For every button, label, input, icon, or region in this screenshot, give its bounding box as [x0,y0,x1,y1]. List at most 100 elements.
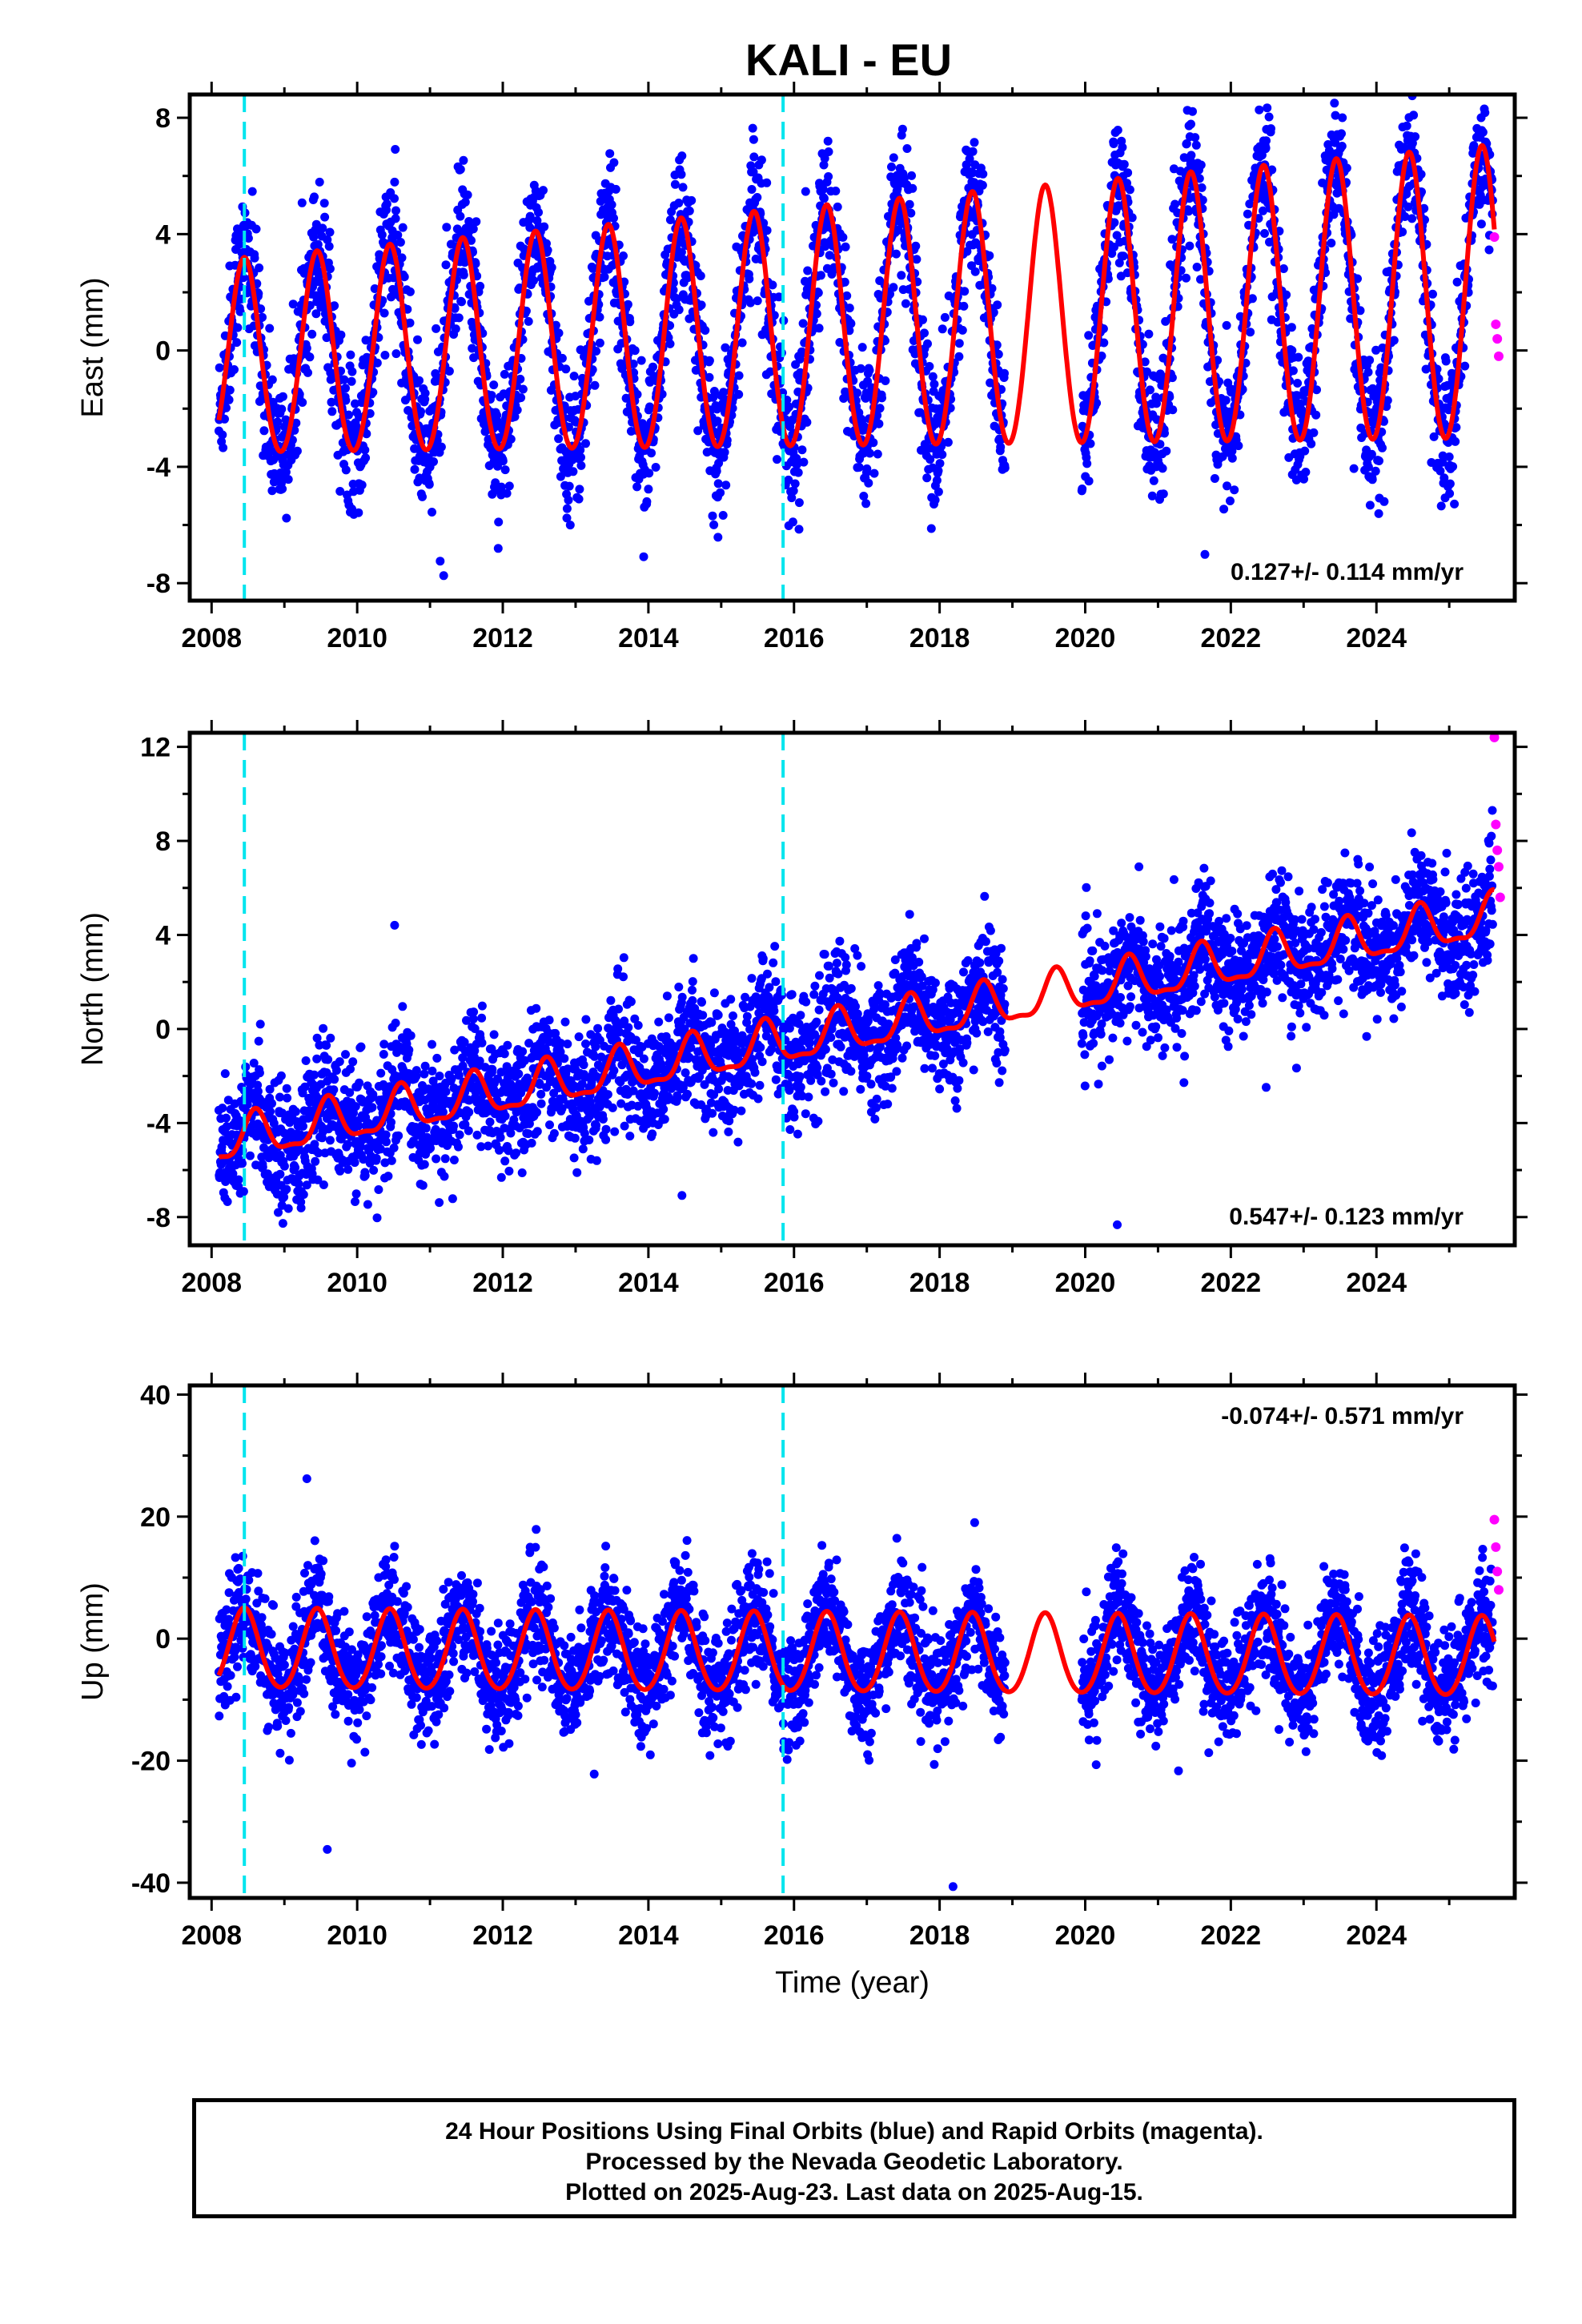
final-orbit-point [440,1172,449,1181]
final-orbit-point [968,168,978,178]
final-orbit-point [762,178,772,187]
final-orbit-point [556,1047,565,1056]
final-orbit-point [1279,264,1288,273]
final-orbit-point [930,380,939,389]
final-orbit-point [1114,258,1124,267]
final-orbit-point [749,167,758,177]
final-orbit-point [794,525,804,534]
final-orbit-point [224,395,234,404]
final-orbit-point [488,1064,497,1074]
final-orbit-point [351,1189,361,1199]
final-orbit-point [705,356,714,365]
plot-frame [187,92,1517,603]
final-orbit-point [291,1107,300,1116]
final-orbit-point [1421,364,1431,374]
final-orbit-point [911,241,921,251]
final-orbit-point [734,371,744,380]
final-orbit-point [564,496,573,505]
final-orbit-point [674,305,684,315]
final-orbit-point [369,1165,379,1175]
final-orbit-point [302,344,311,353]
final-orbit-point [1300,446,1310,456]
x-tick-label: 2010 [327,623,387,653]
final-orbit-point [665,321,675,330]
final-orbit-point [444,367,454,376]
final-orbit-point [343,1140,352,1149]
final-orbit-point [405,318,415,328]
final-orbit-point [391,145,400,154]
final-orbit-point [420,1061,430,1071]
final-orbit-point [1196,275,1205,284]
final-orbit-point [267,1099,276,1108]
final-orbit-point [291,418,301,428]
final-orbit-point [819,160,829,170]
final-orbit-point [1246,328,1255,337]
final-orbit-point [390,920,400,930]
final-orbit-point [305,352,315,362]
final-orbit-point [581,1015,591,1024]
final-orbit-point [273,417,283,427]
final-orbit-point [935,459,945,468]
final-orbit-point [313,1175,323,1184]
final-orbit-point [1288,366,1298,376]
final-orbit-point [1110,243,1118,251]
final-orbit-point [529,275,538,285]
final-orbit-point [1293,379,1303,388]
final-orbit-point [794,498,804,508]
final-orbit-point [1113,126,1122,135]
final-orbit-point [1263,103,1272,113]
final-orbit-point [907,171,917,180]
final-orbit-point [460,197,470,207]
final-orbit-point [842,291,852,300]
final-orbit-point [577,1080,587,1089]
final-orbit-point [255,1019,265,1029]
final-orbit-point [1402,121,1411,131]
final-orbit-point [685,206,694,215]
final-orbit-point [472,1130,482,1140]
final-orbit-point [749,135,758,144]
final-orbit-point [569,372,579,381]
final-orbit-point [1227,446,1237,456]
final-orbit-point [801,187,810,196]
final-orbit-point [536,74,545,82]
final-orbit-point [1167,373,1177,383]
final-orbit-point [449,1121,459,1131]
final-orbit-point [408,421,417,431]
final-orbit-point [496,1172,506,1182]
final-orbit-point [1365,356,1375,365]
x-tick-label: 2016 [764,623,825,653]
final-orbit-point [1170,199,1180,209]
final-orbit-point [527,1138,536,1148]
final-orbit-point [223,1197,232,1206]
final-orbit-point [1267,165,1277,175]
final-orbit-point [845,304,854,313]
final-orbit-point [421,1124,431,1133]
final-orbit-point [887,162,896,171]
final-orbit-point [665,215,675,224]
final-orbit-point [470,1024,480,1033]
final-orbit-point [644,468,654,478]
final-orbit-point [518,384,528,394]
final-orbit-point [311,1156,320,1166]
final-orbit-point [254,1036,263,1046]
final-orbit-point [954,352,964,361]
final-orbit-point [920,328,929,338]
final-orbit-point [322,1040,331,1050]
final-orbit-point [410,464,420,474]
final-orbit-point [1255,105,1264,115]
final-orbit-point [928,372,938,381]
final-orbit-point [1160,428,1169,438]
final-orbit-point [1226,497,1235,505]
final-orbit-point [282,1084,291,1093]
final-orbit-point [556,472,565,481]
final-orbit-point [719,388,729,397]
final-orbit-point [450,1045,460,1055]
final-orbit-point [424,480,434,489]
final-orbit-point [435,1072,444,1081]
final-orbit-point [670,179,680,189]
final-orbit-point [310,192,319,202]
final-orbit-point [420,1069,429,1079]
final-orbit-point [1311,410,1321,420]
final-orbit-point [799,457,809,467]
final-orbit-point [336,330,346,340]
